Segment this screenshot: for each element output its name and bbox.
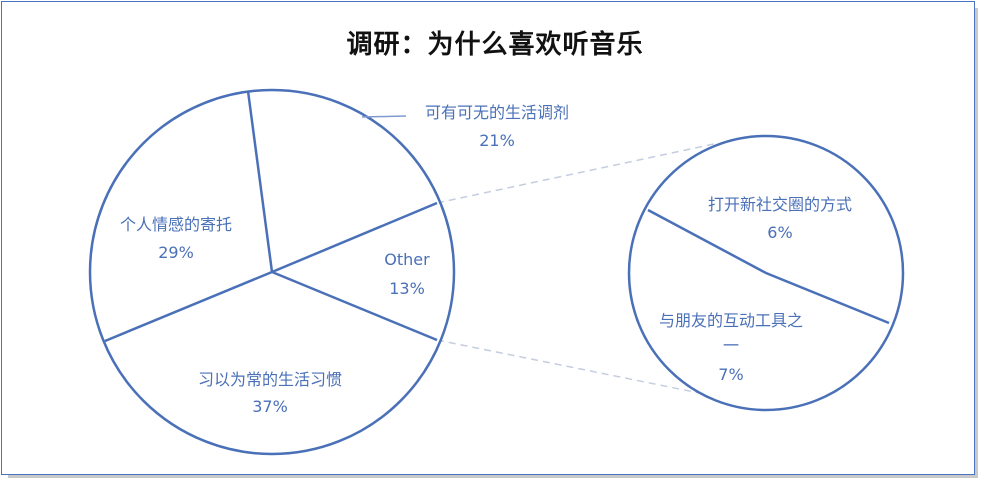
slice-label-21-name: 可有可无的生活调剂 bbox=[425, 103, 569, 122]
slice-divider-21-start bbox=[246, 90, 274, 273]
slice-label-7-name-line2: 一 bbox=[723, 336, 739, 355]
slice-divider-other-start bbox=[271, 201, 438, 274]
slice-label-29-value: 29% bbox=[158, 243, 194, 262]
secondary-slice-divider bbox=[647, 208, 890, 325]
chart-title: 调研：为什么喜欢听音乐 bbox=[346, 30, 644, 60]
slice-label-21-value: 21% bbox=[479, 131, 515, 150]
slice-label-6-value: 6% bbox=[767, 223, 792, 242]
slice-label-6-name: 打开新社交圈的方式 bbox=[708, 195, 852, 214]
slice-divider-29-start bbox=[104, 270, 273, 343]
slice-label-29-name: 个人情感的寄托 bbox=[120, 215, 232, 234]
frame-shadow-right bbox=[975, 8, 978, 478]
leader-line-21 bbox=[361, 115, 407, 118]
slice-label-7-name-line1: 与朋友的互动工具之 bbox=[659, 311, 803, 330]
slice-divider-37-start bbox=[271, 270, 438, 342]
slice-label-7-value: 7% bbox=[718, 365, 743, 384]
slice-label-other-name: Other bbox=[384, 250, 430, 269]
slice-label-other-value: 13% bbox=[389, 279, 425, 298]
slice-label-37-name: 习以为常的生活习惯 bbox=[198, 370, 342, 389]
slice-label-37-value: 37% bbox=[252, 397, 288, 416]
frame-shadow-bottom bbox=[8, 475, 978, 478]
